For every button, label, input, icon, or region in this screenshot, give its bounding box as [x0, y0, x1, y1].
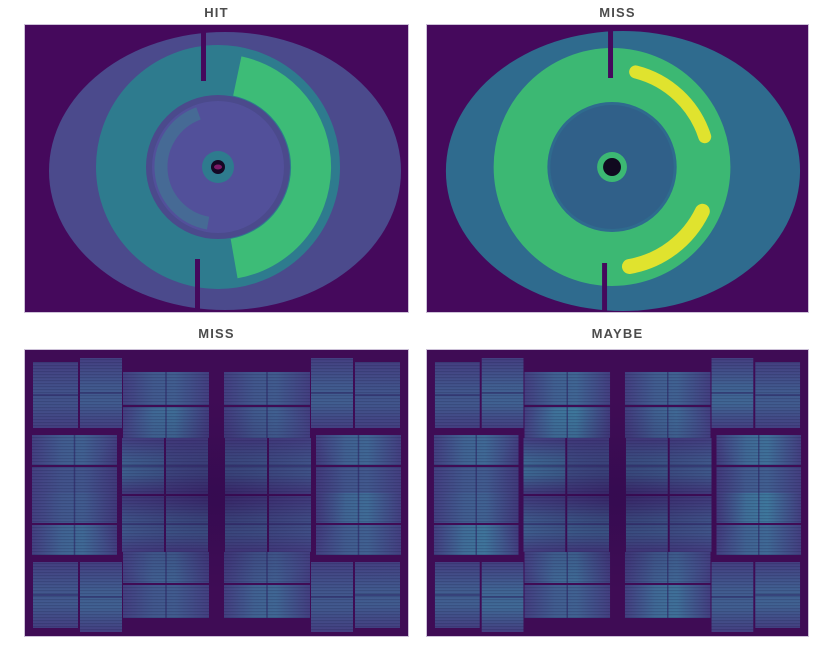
- maybe-tiles-image: [427, 350, 808, 636]
- panel-title-top-right: MISS: [599, 4, 636, 20]
- panel-title-top-left: HIT: [204, 4, 229, 20]
- panel-bottom-right: [426, 349, 809, 637]
- panel-top-left: [24, 24, 409, 313]
- panel-title-bottom-left: MISS: [198, 325, 235, 341]
- panel-top-right: [426, 24, 809, 313]
- miss-tiles-image: [25, 350, 408, 636]
- miss-ring-image: [427, 25, 808, 312]
- panel-bottom-left: [24, 349, 409, 637]
- hit-ring-image: [25, 25, 408, 312]
- panel-title-bottom-right: MAYBE: [591, 325, 644, 341]
